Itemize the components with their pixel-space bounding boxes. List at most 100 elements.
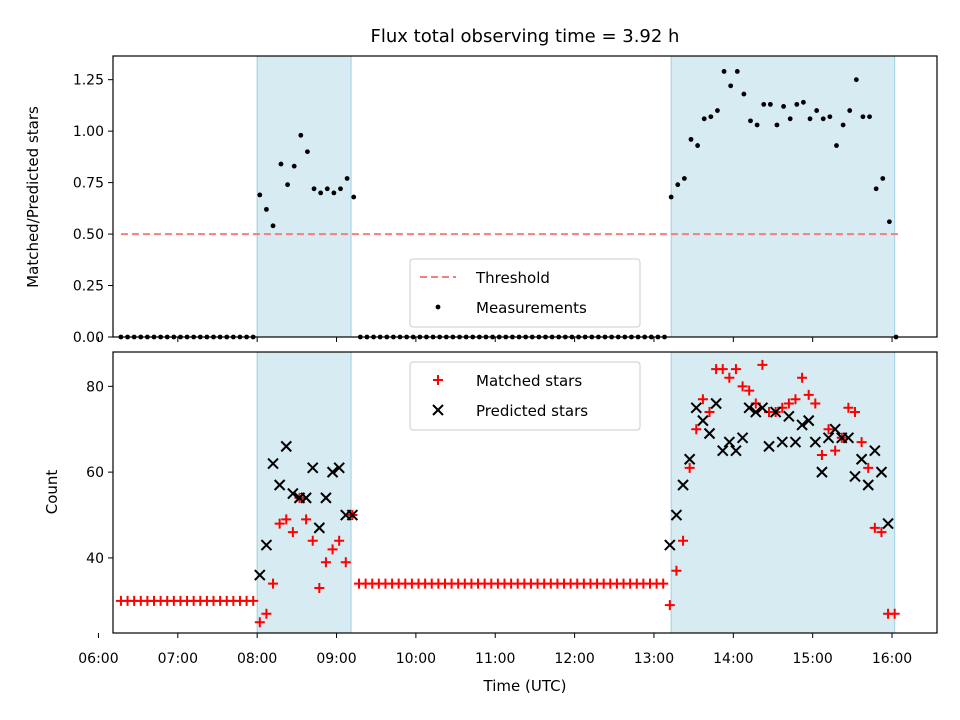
predicted-star-point: [267, 457, 279, 470]
shaded-region: [256, 55, 352, 338]
predicted-star-point: [717, 444, 729, 457]
predicted-star-point: [875, 466, 888, 478]
measurement-point: [814, 108, 820, 113]
matched-star-point: [261, 608, 272, 619]
matched-star-point: [248, 595, 259, 606]
measurement-point: [715, 108, 720, 113]
legend-label: Predicted stars: [476, 402, 588, 420]
measurement-point: [741, 91, 747, 97]
predicted-star-point: [869, 444, 881, 457]
measurement-point: [681, 176, 687, 181]
matched-star-point: [254, 617, 265, 628]
predicted-star-point: [326, 466, 339, 478]
predicted-star-point: [313, 522, 326, 534]
matched-star-point: [757, 359, 768, 370]
predicted-star-point: [730, 444, 742, 457]
x-tick-label: 14:00: [713, 651, 753, 667]
legend-label: Measurements: [476, 299, 587, 317]
legend-box: [409, 258, 641, 328]
measurement-point: [820, 116, 826, 122]
predicted-star-point: [664, 539, 676, 551]
x-tick-label: 16:00: [872, 651, 912, 667]
matched-star-point: [671, 565, 682, 576]
matched-star-point: [803, 389, 814, 400]
predicted-star-point: [273, 479, 286, 491]
predicted-star-point: [287, 487, 299, 500]
matched-star-point: [856, 437, 867, 448]
matched-star-point: [334, 535, 345, 546]
matched-star-point: [823, 424, 834, 435]
predicted-star-point: [776, 436, 788, 448]
top-panel: 0.00 0.25 0.50 0.75 1.00 1.25 Threshold Measure…: [73, 55, 938, 346]
predicted-star-point: [829, 423, 841, 435]
predicted-star-point: [862, 479, 874, 491]
measurement-point: [708, 114, 714, 120]
measurement-point: [880, 176, 886, 181]
legend-box: [409, 361, 641, 431]
x-tick-label: 10:00: [396, 651, 436, 667]
predicted-star-point: [260, 539, 273, 551]
predicted-star-point: [882, 517, 894, 530]
matched-star-point: [810, 398, 821, 409]
measurement-point: [264, 206, 269, 212]
measurement-point: [318, 190, 324, 196]
matched-star-point: [287, 527, 298, 538]
matched-star-point: [684, 462, 695, 473]
matched-star-point: [830, 445, 841, 456]
predicted-star-point: [683, 453, 696, 465]
legend-label: Threshold: [475, 269, 550, 287]
predicted-star-point: [769, 406, 782, 418]
matched-star-point: [320, 557, 331, 568]
matched-star-point: [863, 462, 874, 473]
predicted-star-point: [320, 492, 332, 504]
matched-star-point: [843, 402, 854, 413]
measurement-point: [801, 99, 806, 105]
measurement-point: [331, 190, 337, 196]
matched-star-point: [704, 407, 715, 418]
y-tick-label: 1.00: [73, 124, 104, 140]
bottom-y-axis-label: Count: [43, 470, 61, 515]
measurement-point: [847, 108, 853, 113]
predicted-star-point: [703, 427, 716, 440]
predicted-star-point: [690, 402, 702, 414]
measurement-point: [834, 143, 839, 148]
predicted-star-point: [346, 509, 359, 521]
matched-star-point: [281, 514, 292, 525]
matched-star-point: [664, 600, 675, 611]
matched-star-point: [340, 557, 351, 568]
shaded-region: [670, 351, 896, 634]
x-tick-label: 09:00: [316, 651, 356, 667]
measurement-point: [285, 182, 290, 188]
measurement-point: [278, 161, 284, 167]
predicted-star-point: [816, 466, 828, 478]
y-tick-label: 60: [86, 465, 104, 481]
y-tick-label: 80: [86, 379, 104, 395]
x-tick-label: 13:00: [634, 651, 674, 667]
predicted-star-point: [783, 410, 795, 423]
legend-predicted-swatch: [432, 404, 444, 416]
measurement-point: [807, 116, 813, 122]
predicted-star-point: [855, 453, 868, 465]
matched-star-point: [327, 544, 338, 555]
predicted-star-point: [300, 492, 312, 504]
measurement-point: [324, 186, 330, 192]
measurement-point: [787, 116, 793, 122]
predicted-star-point: [750, 406, 762, 418]
measurement-point: [257, 192, 263, 198]
measurement-point: [860, 114, 866, 120]
measurement-point: [853, 77, 859, 83]
measurement-point: [305, 149, 310, 155]
predicted-star-point: [756, 402, 769, 414]
matched-star-point: [691, 424, 702, 435]
y-tick-label: 1.25: [73, 73, 104, 89]
legend-matched-swatch: [433, 375, 443, 385]
matched-star-point: [678, 535, 689, 546]
predicted-star-point: [697, 414, 709, 427]
measurement-point: [668, 194, 674, 200]
x-tick-label: 08:00: [237, 651, 277, 667]
measurement-point: [754, 122, 760, 128]
y-tick-label: 40: [86, 551, 104, 567]
predicted-star-point: [763, 440, 775, 453]
predicted-star-point: [254, 569, 266, 581]
